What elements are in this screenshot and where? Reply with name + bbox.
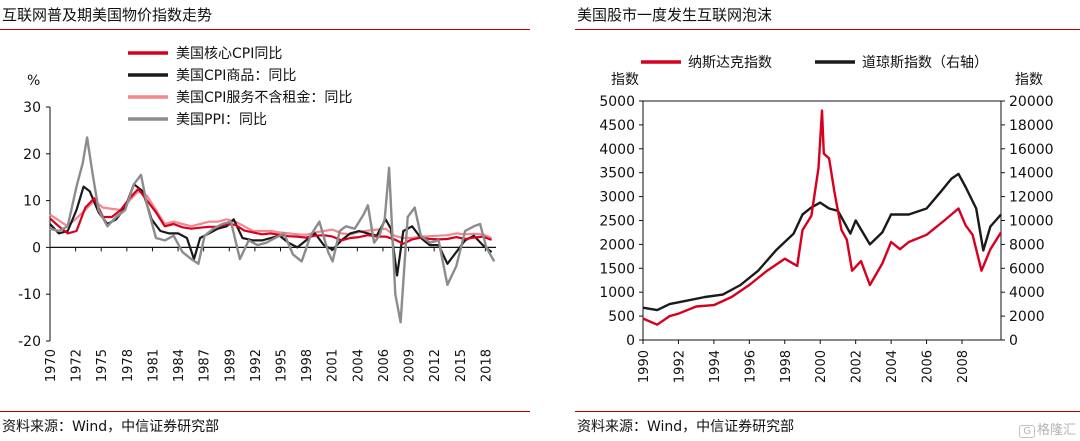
right-x-tick-label: 2002 xyxy=(850,350,865,383)
left-x-tick-label: 1992 xyxy=(249,349,264,382)
left-x-tick-label: 1981 xyxy=(146,349,161,382)
left-legend-label-series-2: 美国CPI商品：同比 xyxy=(176,68,296,84)
right-right-y-tick-label: 18000 xyxy=(1009,118,1054,134)
left-x-tick-label: 2004 xyxy=(351,349,366,382)
right-x-tick-label: 1996 xyxy=(743,350,758,383)
left-x-tick-label: 2009 xyxy=(403,349,418,382)
left-line-series-1 xyxy=(49,187,492,245)
right-left-y-tick-label: 500 xyxy=(608,309,635,325)
right-left-y-tick-label: 2500 xyxy=(599,214,635,230)
left-y-tick-label: 0 xyxy=(32,240,41,256)
right-x-tick-label: 1990 xyxy=(637,350,652,383)
right-right-y-tick-label: 2000 xyxy=(1009,309,1045,325)
left-x-tick-label: 2012 xyxy=(428,349,443,382)
right-x-tick-label: 2006 xyxy=(921,350,936,383)
right-left-y-tick-label: 1000 xyxy=(599,285,635,301)
left-source-note: 资料来源：Wind，中信证券研究部 xyxy=(2,419,220,435)
right-right-y-tick-label: 12000 xyxy=(1009,190,1054,206)
right-x-tick-label: 2008 xyxy=(956,350,971,383)
left-chart-title: 互联网普及期美国物价指数走势 xyxy=(2,6,213,24)
left-legend-label-series-3: 美国CPI服务不含租金：同比 xyxy=(176,90,352,106)
left-source-rule xyxy=(0,411,530,412)
right-legend-label-series-2: 道琼斯指数（右轴） xyxy=(862,55,988,71)
right-stock-index-chart: 指数 指数500045004000350030002500200015001000… xyxy=(599,55,1054,383)
right-title-rule xyxy=(575,29,1080,30)
right-left-axis-unit-label: 指数 xyxy=(611,72,639,88)
right-chart-panel: 美国股市一度发生互联网泡沫 指数 指数 5000 4500 4000 3500 3000 25… xyxy=(575,0,1080,441)
left-title-rule xyxy=(0,29,530,30)
right-right-axis-unit-label: 指数 xyxy=(1015,72,1043,88)
right-right-y-tick-label: 10000 xyxy=(1009,214,1054,230)
right-left-y-tick-label: 3000 xyxy=(599,190,635,206)
right-x-tick-label: 1992 xyxy=(672,350,687,383)
left-x-tick-label: 1975 xyxy=(95,349,110,382)
right-x-tick-label: 2000 xyxy=(814,350,829,383)
left-x-tick-label: 1995 xyxy=(275,349,290,382)
right-right-y-tick-label: 8000 xyxy=(1009,237,1045,253)
left-line-series-3 xyxy=(49,190,493,240)
left-line-series-4 xyxy=(49,136,496,324)
left-legend-label-series-4: 美国PPI：同比 xyxy=(176,112,267,128)
right-x-tick-label: 1994 xyxy=(708,350,723,383)
right-right-y-tick-label: 0 xyxy=(1009,333,1018,349)
right-source-note: 资料来源：Wind，中信证券研究部 xyxy=(577,419,795,435)
right-left-y-tick-label: 3500 xyxy=(599,166,635,182)
watermark-g-icon: G xyxy=(1019,425,1035,438)
right-right-y-tick-label: 16000 xyxy=(1009,142,1054,158)
right-source-rule xyxy=(575,411,1080,412)
left-x-tick-label: 2015 xyxy=(454,349,469,382)
watermark-text: 格隆汇 xyxy=(1036,423,1076,438)
watermark-logo: G 格隆汇 xyxy=(1019,419,1076,438)
right-left-y-tick-label: 4500 xyxy=(599,118,635,134)
right-line-series-1 xyxy=(642,109,1003,326)
right-left-y-tick-label: 4000 xyxy=(599,142,635,158)
left-y-tick-label: 20 xyxy=(23,147,41,163)
left-x-tick-label: 2001 xyxy=(326,349,341,382)
left-y-tick-label: 10 xyxy=(23,194,41,210)
right-right-y-tick-label: 20000 xyxy=(1009,94,1054,110)
left-legend-label-series-1: 美国核心CPI同比 xyxy=(176,46,282,62)
right-left-y-tick-label: 2000 xyxy=(599,237,635,253)
right-right-y-tick-label: 14000 xyxy=(1009,166,1054,182)
left-y-unit-label: % xyxy=(27,73,40,89)
right-x-tick-label: 2004 xyxy=(885,350,900,383)
left-x-tick-label: 1972 xyxy=(70,349,85,382)
right-line-series-2 xyxy=(642,172,1002,312)
left-x-tick-label: 1970 xyxy=(44,349,59,382)
left-x-tick-label: 1987 xyxy=(198,349,213,382)
right-left-y-tick-label: 1500 xyxy=(599,261,635,277)
right-x-tick-label: 1998 xyxy=(779,350,794,383)
left-x-tick-label: 1984 xyxy=(172,349,187,382)
left-y-tick-label: -10 xyxy=(18,287,41,303)
left-x-tick-label: 1989 xyxy=(223,349,238,382)
left-chart-panel: 互联网普及期美国物价指数走势 % 30 20 10 0 -10 -20 1970 1972 197… xyxy=(0,0,530,441)
right-left-y-tick-label: 0 xyxy=(626,333,635,349)
right-chart-title: 美国股市一度发生互联网泡沫 xyxy=(577,6,773,24)
left-line-series-2 xyxy=(49,183,493,277)
left-x-tick-label: 2018 xyxy=(479,349,494,382)
right-left-y-tick-label: 5000 xyxy=(599,94,635,110)
left-x-tick-label: 1998 xyxy=(300,349,315,382)
left-y-tick-label: 30 xyxy=(23,100,41,116)
right-legend-label-series-1: 纳斯达克指数 xyxy=(688,55,772,71)
right-right-y-tick-label: 4000 xyxy=(1009,285,1045,301)
right-right-y-tick-label: 6000 xyxy=(1009,261,1045,277)
left-y-tick-label: -20 xyxy=(18,334,41,350)
left-x-tick-label: 1978 xyxy=(121,349,136,382)
left-x-tick-label: 2006 xyxy=(377,349,392,382)
